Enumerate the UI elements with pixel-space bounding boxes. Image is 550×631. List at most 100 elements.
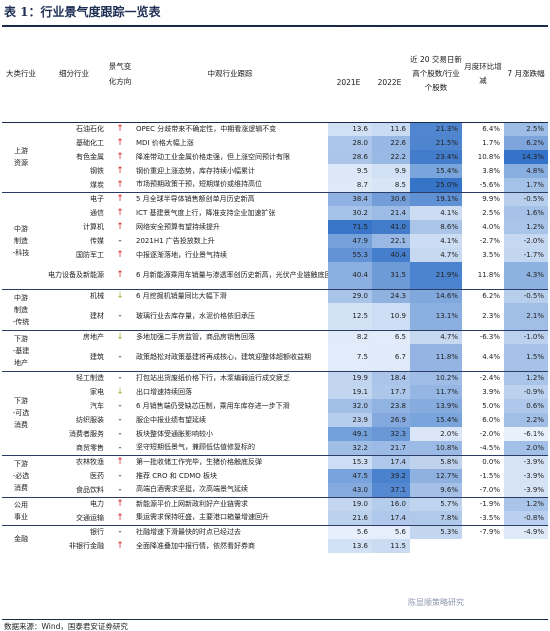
group-cell: 公用 事业 [2,496,40,525]
july-change: -3.9% [504,469,548,483]
industry-name: 建筑 [90,353,104,362]
industry-name: 轻工制造 [40,370,108,385]
pe-2021: 7.5 [328,344,372,371]
pe-2021: 13.6 [328,121,372,136]
industry-name: 煤炭 [90,180,104,189]
july-change: -3.9% [504,454,548,469]
table-row: 电力设备及新能源 ↑ 6 月新能源乘用车销量与渗透率创历史新高，光伏产业链触底回落 4… [2,262,548,289]
july-change: 14.3% [504,150,548,164]
pe-2022: 30.6 [372,191,410,206]
industry-name: 农林牧渔 [40,454,108,469]
pe-2022: 6.7 [372,344,410,371]
industry-name: 食品饮料 [76,485,104,494]
mom-change: 4.4% [482,353,500,362]
col-sub-industry: 细分行业 [40,26,108,123]
tracking-text: 玻璃行业去库存量，水泥价格依旧承压 [136,311,255,320]
flat-dash-icon: - [118,236,122,246]
july-change: -3.9% [504,483,548,497]
arrow-down-icon: ↓ [116,387,124,397]
industry-name: 建材 [90,312,104,321]
pe-2021: 15.3 [328,454,372,469]
industry-name: 商贸零售 [76,443,104,452]
new-high-ratio: 5.7% [410,496,462,511]
pe-2021: 13.6 [328,539,372,553]
table-row: 商贸零售 - 坚守短期低景气，兼顾低估值修复标的 32.2 21.7 10.8% -4.5%… [2,441,548,455]
pe-2022: 17.4 [372,454,410,469]
bottom-rule [2,619,548,620]
new-high-ratio: 9.6% [410,483,462,497]
table-row: 有色金属 ↑ 降准带动工业金属价格走强，但上涨空间预计有限 28.6 22.2 23.4%… [2,150,548,164]
new-high-ratio: 4.7% [410,248,462,262]
industry-name: 汽车 [90,402,104,410]
industry-name: 机械 [40,288,108,303]
mom-change: 4.0% [482,223,500,231]
pe-2021: 19.1 [328,385,372,399]
pe-2022: 23.8 [372,399,410,413]
table-row: 煤炭 ↑ 市场预期政策干预，短期煤价或维持高位 8.7 8.5 25.0% -5.6% 1.7… [2,178,548,192]
group-cell: 下游 -可选 消费 [2,370,40,455]
table-row: 国防军工 ↑ 中报逐渐落地，行业景气持续 55.3 40.4 4.7% 3.5% -1.7% [2,248,548,262]
july-change: -1.0% [504,329,548,344]
july-change: -2.0% [504,234,548,248]
new-high-ratio: 25.0% [410,178,462,192]
mom-change: 6.0% [482,416,500,424]
tracking-text: 坚守短期低景气，兼顾低估值修复标的 [136,443,255,452]
col-mom: 月度环比增减 [462,26,504,123]
table-row: 家电 ↓ 出口增速持续回落 19.1 17.7 11.7% 3.9% -0.9% [2,385,548,399]
col-big-industry: 大类行业 [2,26,40,123]
pe-2022: 22.6 [372,136,410,150]
new-high-ratio: 8.6% [410,220,462,234]
july-change: 1.2% [504,496,548,511]
pe-2022: 24.3 [372,288,410,303]
july-change [504,539,548,553]
new-high-ratio: 15.4% [410,164,462,178]
new-high-ratio: 4.7% [410,329,462,344]
table-row: 食品饮料 - 高端白酒需求坚挺，次高端景气延续 43.0 37.1 9.6% -7.0% -3… [2,483,548,497]
tracking-text: 推荐 CRO 和 CDMO 板块 [136,471,217,480]
pe-2021: 28.6 [328,150,372,164]
industry-name: 纺织服装 [76,416,104,424]
table-row: 交通运输 ↑ 集运需求保持旺盛，主要港口箱量增速回升 21.6 17.4 7.8% -3.5… [2,511,548,525]
tracking-text: 6 月销售端仍受缺芯压制，乘用车库存进一步下滑 [136,401,290,410]
july-change: 0.6% [504,399,548,413]
pe-2021-header: 2021E [336,78,361,87]
pe-2021: 32.0 [328,399,372,413]
table-row: 金融 银行 - 社融增速下滑最快的时点已经过去 5.6 5.6 5.3% -7.9% -4.9% [2,524,548,553]
pe-2022: 37.1 [372,483,410,497]
tracking-text: 6 月挖掘机销量同比大幅下滑 [132,288,328,303]
mom-change: -6.3% [462,329,504,344]
table-row: 消费者服务 - 板块整体受通胀影响较小 49.1 32.3 2.0% -2.0% -6.1% [2,427,548,441]
mom-change: -3.5% [479,513,500,522]
pe-2022: 17.4 [372,511,410,525]
new-high-ratio: 10.2% [410,370,462,385]
new-high-ratio: 13.1% [410,303,462,330]
pe-2022: 40.4 [372,248,410,262]
new-high-ratio: 11.8% [410,344,462,371]
table-row: 中游 制造 -传统 机械 ↓ 6 月挖掘机销量同比大幅下滑 29.0 24.3 14.6% 6.2… [2,288,548,330]
new-high-ratio: 7.8% [410,511,462,525]
table-title: 表 1：行业景气度跟踪一览表 [4,2,161,22]
july-change: 1.5% [504,344,548,371]
tracking-text: 出口增速持续回落 [136,387,192,396]
pe-2022: 9.9 [372,164,410,178]
tracking-text: 2021H1 广告投放数上升 [136,236,215,245]
industry-name: 医药 [90,472,104,480]
col-direction: 景气变化方向 [108,26,132,123]
july-change: 6.2% [504,136,548,150]
industry-name: 电子 [40,191,108,206]
tracking-text: 全面降准叠加中报行情，依然看好券商 [136,541,255,550]
july-change: -6.1% [504,427,548,441]
mom-change [462,539,504,553]
tracking-text: 政策趋松对政策基建将再成核心，建筑迎整体超额收益期 [136,352,311,361]
table-row: 下游 -可选 消费 轻工制造 - 打包站出货废纸价格下行，木浆编弱运行成交疲乏 19.9 18… [2,370,548,455]
industry-name: 房地产 [40,329,108,344]
flat-dash-icon: - [118,442,122,453]
flat-dash-icon: - [118,401,122,411]
new-high-ratio: 21.5% [410,136,462,150]
col-tracking: 中观行业跟踪 [132,26,328,123]
mom-change: -1.5% [479,472,500,480]
july-change: 2.0% [504,441,548,455]
mom-change: -5.6% [479,180,500,189]
group-cell: 金融 [2,524,40,553]
flat-dash-icon: - [118,471,122,481]
